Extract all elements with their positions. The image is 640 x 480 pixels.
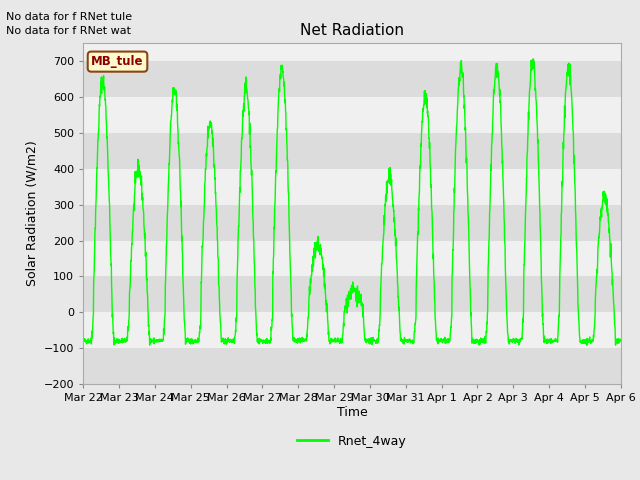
- Bar: [83, 169, 621, 204]
- Y-axis label: Solar Radiation (W/m2): Solar Radiation (W/m2): [25, 141, 38, 287]
- Bar: [83, 133, 621, 169]
- Text: No data for f RNet tule: No data for f RNet tule: [6, 12, 132, 22]
- Bar: [83, 276, 621, 312]
- X-axis label: Time: Time: [337, 406, 367, 419]
- Text: No data for f RNet wat: No data for f RNet wat: [6, 26, 131, 36]
- Bar: [83, 348, 621, 384]
- Text: MB_tule: MB_tule: [92, 55, 144, 68]
- Bar: [83, 97, 621, 133]
- Legend: Rnet_4way: Rnet_4way: [292, 430, 412, 453]
- Bar: [83, 61, 621, 97]
- Bar: [83, 240, 621, 276]
- Bar: [83, 312, 621, 348]
- Bar: [83, 43, 621, 61]
- Bar: [83, 204, 621, 240]
- Title: Net Radiation: Net Radiation: [300, 23, 404, 38]
